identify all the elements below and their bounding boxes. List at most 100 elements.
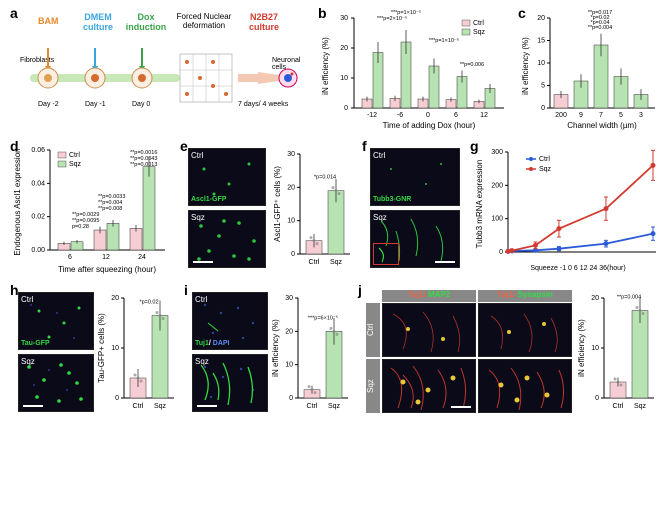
panel-i: Ctrl Tuj1/ DAPI Sqz 0102030CtrlSqz***p=6… bbox=[192, 292, 352, 417]
svg-text:Endogenous Ascl1 expression: Endogenous Ascl1 expression bbox=[14, 148, 22, 255]
svg-text:**p=0.0033: **p=0.0033 bbox=[98, 194, 125, 200]
svg-text:10: 10 bbox=[591, 345, 599, 352]
svg-text:**p=0.0029: **p=0.0029 bbox=[72, 212, 99, 218]
svg-text:Ascl1-GFP⁺ cells (%): Ascl1-GFP⁺ cells (%) bbox=[273, 166, 282, 242]
scale-bar-icon bbox=[23, 405, 43, 407]
svg-text:6: 6 bbox=[454, 112, 458, 119]
svg-text:***p=1×10⁻⁵: ***p=1×10⁻⁵ bbox=[429, 37, 459, 44]
svg-text:30: 30 bbox=[340, 15, 348, 22]
panel-i-sqz-img: Sqz bbox=[192, 354, 268, 412]
bam-label: BAM bbox=[38, 16, 59, 26]
panel-b-chart: 0102030-12-60612***p=2×10⁻⁵***p=1×10⁻⁵**… bbox=[322, 10, 512, 135]
panel-j: Tuj1/ MAP2 Tuj1/ Synapsin Ctrl Sqz 01020… bbox=[366, 290, 662, 420]
panel-c-chart: 051015202009753*p=0.049**p=0.003**p=0.01… bbox=[522, 10, 662, 135]
svg-text:Sqz: Sqz bbox=[328, 403, 341, 410]
panel-e-label: e bbox=[180, 138, 188, 154]
row-ctrl: Ctrl bbox=[366, 303, 380, 357]
svg-text:**p=0.004: **p=0.004 bbox=[617, 295, 641, 301]
svg-text:Time of adding Dox (hour): Time of adding Dox (hour) bbox=[383, 121, 476, 130]
svg-text:0: 0 bbox=[344, 105, 348, 112]
scale-bar-icon bbox=[193, 261, 213, 263]
svg-text:Sqz: Sqz bbox=[330, 259, 343, 266]
panel-i-label: i bbox=[184, 282, 188, 298]
svg-text:Day -2: Day -2 bbox=[38, 101, 59, 108]
svg-text:10: 10 bbox=[340, 75, 348, 82]
j-img-sqz-syn bbox=[478, 359, 572, 413]
svg-text:0: 0 bbox=[289, 395, 293, 402]
svg-text:0.02: 0.02 bbox=[31, 214, 45, 221]
svg-text:Ctrl: Ctrl bbox=[473, 20, 484, 27]
svg-text:Ctrl: Ctrl bbox=[133, 403, 144, 410]
svg-text:iN efficiency (%): iN efficiency (%) bbox=[272, 319, 280, 377]
svg-text:5: 5 bbox=[541, 83, 545, 90]
svg-text:iN efficiency (%): iN efficiency (%) bbox=[522, 37, 530, 95]
svg-text:10: 10 bbox=[537, 60, 545, 67]
svg-text:Time after squeezing (hour): Time after squeezing (hour) bbox=[58, 265, 156, 274]
svg-text:Sqz: Sqz bbox=[154, 403, 167, 410]
svg-text:Tubb3 mRNA expression: Tubb3 mRNA expression bbox=[476, 160, 484, 249]
deform-label: Forced Nuclear deformation bbox=[174, 12, 234, 30]
svg-text:20: 20 bbox=[340, 45, 348, 52]
n2b27-label: N2B27 culture bbox=[240, 12, 288, 32]
svg-text:9: 9 bbox=[579, 112, 583, 119]
svg-text:-6: -6 bbox=[397, 112, 403, 119]
svg-text:***p=2×10⁻⁵: ***p=2×10⁻⁵ bbox=[377, 15, 407, 22]
svg-text:**p=0.004: **p=0.004 bbox=[98, 200, 122, 206]
panel-e-bar: 0102030CtrlSqz*p=0.014Ascl1-GFP⁺ cells (… bbox=[272, 148, 358, 273]
panel-h-bar: 01020CtrlSqz*p=0.02Tau-GFP+ cells (%) bbox=[98, 292, 178, 417]
svg-text:100: 100 bbox=[491, 216, 503, 223]
j-img-ctrl-map2 bbox=[382, 303, 476, 357]
panel-f-ctrl-img: Ctrl Tubb3-GNR bbox=[370, 148, 460, 206]
svg-text:3: 3 bbox=[639, 112, 643, 119]
svg-text:6: 6 bbox=[68, 254, 72, 261]
panel-g-chart: 0100200300 Tubb3 mRNA expression Squeeze… bbox=[476, 144, 662, 276]
marker-label: Ascl1-GFP bbox=[191, 196, 226, 203]
svg-text:iN efficiency (%): iN efficiency (%) bbox=[578, 319, 586, 377]
svg-text:0: 0 bbox=[115, 395, 119, 402]
svg-text:0.06: 0.06 bbox=[31, 147, 45, 154]
svg-text:Sqz: Sqz bbox=[539, 166, 552, 173]
svg-text:10: 10 bbox=[285, 362, 293, 369]
svg-text:**p=0.006: **p=0.006 bbox=[460, 62, 484, 68]
panel-d-chart: 0.000.020.040.0661224p=0.28**p=0.0095**p… bbox=[14, 142, 174, 277]
panel-a-label: a bbox=[10, 5, 18, 21]
dox-label: Dox induction bbox=[124, 12, 168, 32]
svg-text:5: 5 bbox=[619, 112, 623, 119]
svg-text:**p=0.008: **p=0.008 bbox=[98, 206, 122, 212]
svg-text:**p=0.0013: **p=0.0013 bbox=[130, 162, 157, 168]
svg-text:Day 0: Day 0 bbox=[132, 101, 150, 108]
scale-bar-icon bbox=[435, 261, 455, 263]
svg-text:200: 200 bbox=[555, 112, 567, 119]
svg-text:-12: -12 bbox=[367, 112, 377, 119]
svg-text:Ctrl: Ctrl bbox=[539, 156, 550, 163]
j-img-ctrl-syn bbox=[478, 303, 572, 357]
panel-i-ctrl-img: Ctrl Tuj1/ DAPI bbox=[192, 292, 268, 350]
svg-text:**p=0.0016: **p=0.0016 bbox=[130, 150, 157, 156]
svg-text:0: 0 bbox=[499, 249, 503, 256]
svg-text:12: 12 bbox=[102, 254, 110, 261]
svg-text:12: 12 bbox=[480, 112, 488, 119]
svg-text:20: 20 bbox=[537, 15, 545, 22]
svg-text:Squeeze -1 0 6: Squeeze -1 0 6 12 24 36(hour) bbox=[530, 265, 625, 272]
svg-text:Sqz: Sqz bbox=[634, 403, 647, 410]
svg-text:0: 0 bbox=[595, 395, 599, 402]
svg-text:7: 7 bbox=[599, 112, 603, 119]
svg-text:10: 10 bbox=[111, 345, 119, 352]
panel-f: Ctrl Tubb3-GNR Sqz bbox=[370, 148, 462, 273]
panel-j-bar: 01020CtrlSqz**p=0.004iN efficiency (%) bbox=[578, 290, 662, 418]
panel-a-diagram: Day -2 Day -1 Day 0 7 days/ 4 weeks bbox=[20, 30, 310, 140]
svg-text:30: 30 bbox=[287, 151, 295, 158]
svg-text:Channel width (µm): Channel width (µm) bbox=[567, 121, 637, 130]
panel-a: BAM DMEM culture Dox induction Forced Nu… bbox=[20, 12, 310, 132]
svg-text:200: 200 bbox=[491, 182, 503, 189]
panel-e-ctrl-img: Ctrl Ascl1-GFP bbox=[188, 148, 266, 206]
svg-text:15: 15 bbox=[537, 38, 545, 45]
svg-text:Ctrl: Ctrl bbox=[309, 259, 320, 266]
row-sqz: Sqz bbox=[366, 359, 380, 413]
inset-box bbox=[373, 243, 399, 265]
dmem-label: DMEM culture bbox=[78, 12, 118, 32]
panel-e-sqz-img: Sqz bbox=[188, 210, 266, 268]
svg-text:0.04: 0.04 bbox=[31, 180, 45, 187]
j-img-sqz-map2 bbox=[382, 359, 476, 413]
svg-text:*p=0.014: *p=0.014 bbox=[314, 175, 336, 181]
